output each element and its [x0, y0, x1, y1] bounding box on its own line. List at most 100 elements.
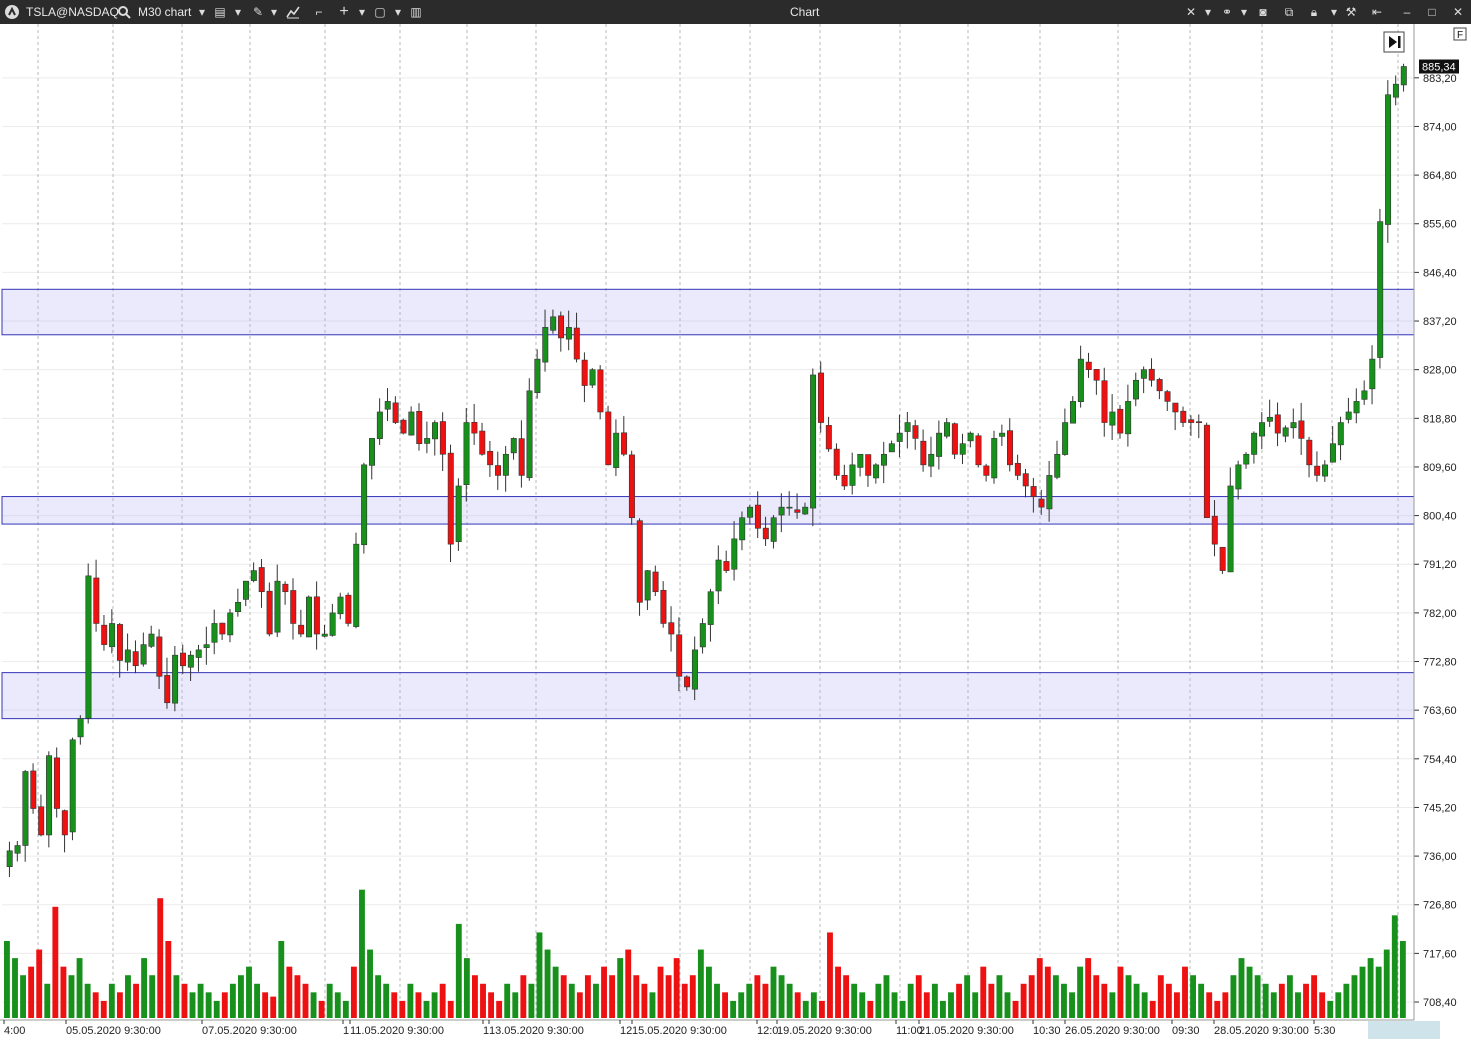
minimize-icon[interactable]: – — [1403, 5, 1411, 19]
settings-icon[interactable]: ⚒ — [1345, 5, 1357, 19]
volume-bar — [173, 975, 180, 1018]
volume-bar — [552, 966, 559, 1018]
candle-body — [1007, 430, 1013, 466]
candle-body — [1196, 421, 1203, 423]
volume-bar — [1149, 1000, 1156, 1018]
volume-bar — [1165, 983, 1172, 1018]
camera-icon[interactable]: ◙ — [1259, 5, 1267, 19]
candle-body — [306, 596, 312, 638]
x-tick-label: 13.05.2020 9:30:00 — [489, 1025, 584, 1037]
volume-bar — [1383, 949, 1390, 1018]
chevron-down-icon[interactable]: ▾ — [270, 5, 278, 19]
volume-bar — [1004, 992, 1011, 1018]
pencil-icon[interactable]: ✎ — [252, 5, 264, 19]
volume-bar — [818, 1000, 825, 1018]
candle-body — [298, 624, 305, 635]
app-logo-icon[interactable] — [4, 4, 20, 20]
volume-bar — [310, 992, 317, 1018]
price-zone — [1, 496, 1415, 525]
volume-bar — [165, 941, 172, 1018]
candle-body — [172, 654, 179, 704]
volume-bar — [1367, 958, 1374, 1018]
search-icon[interactable] — [116, 4, 132, 20]
chevron-down-icon[interactable]: ▾ — [198, 5, 206, 19]
candle-body — [1164, 391, 1171, 402]
candle-body — [274, 580, 281, 633]
chevron-down-icon[interactable]: ▾ — [234, 5, 242, 19]
close-icon[interactable]: ✕ — [1452, 5, 1464, 19]
volume-bar — [528, 983, 535, 1018]
candle-body — [739, 517, 746, 541]
candle-body — [400, 419, 407, 434]
crosshair-icon[interactable]: + — [339, 3, 349, 20]
f-marker-box — [1453, 27, 1467, 41]
chevron-down-icon[interactable]: ▾ — [394, 5, 402, 19]
volume-bar — [76, 958, 83, 1018]
candle-body — [621, 432, 628, 455]
volume-bar — [504, 983, 511, 1018]
duplicate-icon[interactable]: ⧉ — [1284, 5, 1294, 19]
chart-area[interactable]: 883,20 874,00 864,80 855,60 846,40 837,20 828,… — [0, 24, 1471, 1041]
chevron-down-icon[interactable]: ▾ — [1330, 5, 1338, 19]
panel-icon[interactable]: ▥ — [410, 5, 422, 19]
volume-bar — [68, 975, 75, 1018]
volume-bar — [1012, 1000, 1019, 1018]
indicator-icon[interactable] — [285, 4, 301, 20]
candle-body — [526, 390, 533, 478]
volume-bar — [584, 975, 591, 1018]
volume-bar — [334, 992, 341, 1018]
lock-icon[interactable]: 🔒︎ — [1310, 5, 1318, 19]
volume-bar — [883, 975, 890, 1018]
candle-body — [1038, 498, 1045, 508]
price-chart[interactable]: 883,20 874,00 864,80 855,60 846,40 837,20 828,… — [0, 24, 1471, 1041]
volume-bar — [20, 975, 27, 1018]
volume-bar — [108, 983, 115, 1018]
candle-body — [321, 633, 328, 637]
candle-body — [93, 577, 100, 624]
volume-bar — [827, 932, 833, 1018]
candle-body — [290, 590, 297, 624]
candle-body — [109, 623, 116, 648]
candle-body — [250, 570, 257, 581]
candle-body — [1046, 475, 1053, 510]
instrument-label[interactable]: TSLA@NASDAQ — [26, 5, 119, 19]
candle-body — [53, 757, 60, 809]
chevron-down-icon[interactable]: ▾ — [358, 5, 366, 19]
candle-body — [1377, 221, 1384, 358]
volume-bar — [657, 966, 664, 1018]
volume-bar — [923, 992, 930, 1018]
candle-body — [116, 624, 123, 661]
candle-body — [943, 422, 950, 437]
candle-body — [1329, 443, 1336, 463]
candle-body — [132, 651, 139, 667]
y-tick-label: 791,20 — [1423, 559, 1457, 571]
candle-body — [778, 506, 785, 516]
maximize-icon[interactable]: □ — [1428, 5, 1436, 19]
layout-icon[interactable]: ▢ — [374, 5, 386, 19]
candle-body — [928, 453, 935, 467]
chevron-down-icon[interactable]: ▾ — [1240, 5, 1248, 19]
grid — [2, 24, 1414, 1020]
candle-body — [22, 771, 29, 846]
candle-body — [841, 474, 848, 487]
magnet-icon[interactable]: ✕ — [1185, 5, 1197, 19]
candle-body — [487, 450, 494, 466]
y-tick-label: 763,60 — [1423, 705, 1457, 717]
price-zone — [1, 672, 1415, 720]
candle-body — [1306, 439, 1313, 466]
chart-type-icon[interactable]: ▤ — [214, 5, 226, 19]
volume-bar — [1262, 983, 1269, 1018]
pin-icon[interactable]: ⇤ — [1371, 5, 1383, 19]
candle-body — [85, 575, 92, 719]
candle-body — [61, 810, 68, 836]
volume-bar — [278, 941, 285, 1018]
candle-body — [1203, 424, 1210, 519]
chevron-down-icon[interactable]: ▾ — [1204, 5, 1212, 19]
candle-body — [1369, 358, 1376, 390]
link-icon[interactable]: ⚭ — [1221, 5, 1233, 19]
volume-bar — [141, 958, 148, 1018]
candle-body — [1227, 485, 1234, 573]
timeframe-selector[interactable]: M30 chart — [138, 5, 192, 19]
y-tick-label: 772,80 — [1423, 657, 1457, 669]
template-icon[interactable]: ⌐ — [315, 5, 323, 19]
